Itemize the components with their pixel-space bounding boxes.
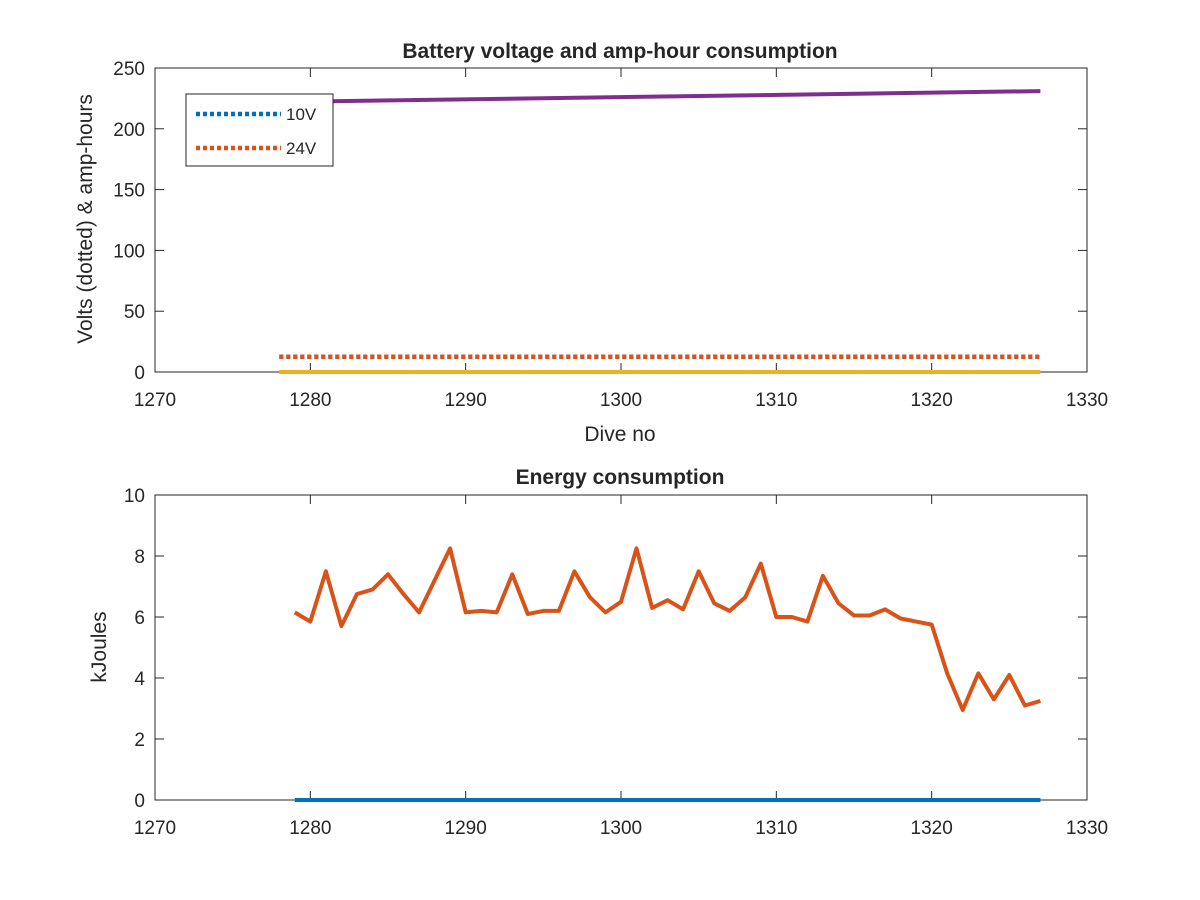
top-plot-x-tick-label: 1280 [289,390,331,411]
bottom-plot-x-tick-label: 1270 [134,818,176,839]
top-plot-y-tick-label: 200 [113,120,145,141]
bottom-plot-y-tick-label: 4 [134,669,145,690]
bottom-plot-y-tick-label: 8 [134,547,145,568]
bottom-plot-x-tick-label: 1280 [289,818,331,839]
top-plot-x-tick-label: 1310 [755,390,797,411]
bottom-plot-x-tick-label: 1320 [911,818,953,839]
bottom-plot-y-tick-label: 10 [124,486,145,507]
bottom-plot-y-tick-label: 2 [134,730,145,751]
top-plot-x-label: Dive no [584,423,655,446]
bottom-plot-x-tick-label: 1300 [600,818,642,839]
bottom-plot-y-tick-label: 0 [134,791,145,812]
legend-box [185,93,334,167]
top-plot-y-tick-label: 150 [113,181,145,202]
top-plot-x-tick-label: 1270 [134,390,176,411]
bottom-plot-x-tick-label: 1290 [445,818,487,839]
bottom-plot-x-tick-label: 1310 [755,818,797,839]
top-plot-y-tick-label: 100 [113,241,145,262]
top-plot-y-tick-label: 250 [113,59,145,80]
bottom-plot-y-label: kJoules [88,611,111,682]
bottom-plot: Energy consumption kJoules 1270 1280 1290 1… [88,466,1108,839]
top-plot-y-label: Volts (dotted) & amp-hours [74,94,97,344]
bottom-plot-x-tick-label: 1330 [1066,818,1108,839]
top-plot-series-line-3 [279,89,1041,104]
top-plot-x-tick-label: 1330 [1066,390,1108,411]
top-plot-y-tick-label: 0 [134,363,145,384]
top-plot-x-tick-label: 1300 [600,390,642,411]
top-plot-legend: 10V 24V [185,93,334,167]
top-plot: Battery voltage and amp-hour consumption… [74,40,1108,446]
legend-label-10v: 10V [286,105,317,124]
bottom-plot-series-layer [293,546,1041,802]
bottom-plot-axes-box [154,494,1088,801]
bottom-plot-title: Energy consumption [516,466,725,489]
top-plot-x-tick-label: 1320 [911,390,953,411]
top-plot-title: Battery voltage and amp-hour consumption [402,40,837,63]
legend-label-24v: 24V [286,139,317,158]
top-plot-y-tick-label: 50 [124,302,145,323]
top-plot-x-tick-label: 1290 [445,390,487,411]
bottom-plot-y-tick-label: 6 [134,608,145,629]
top-plot-series-layer [279,89,1041,374]
bottom-plot-series-line-0 [293,546,1041,712]
